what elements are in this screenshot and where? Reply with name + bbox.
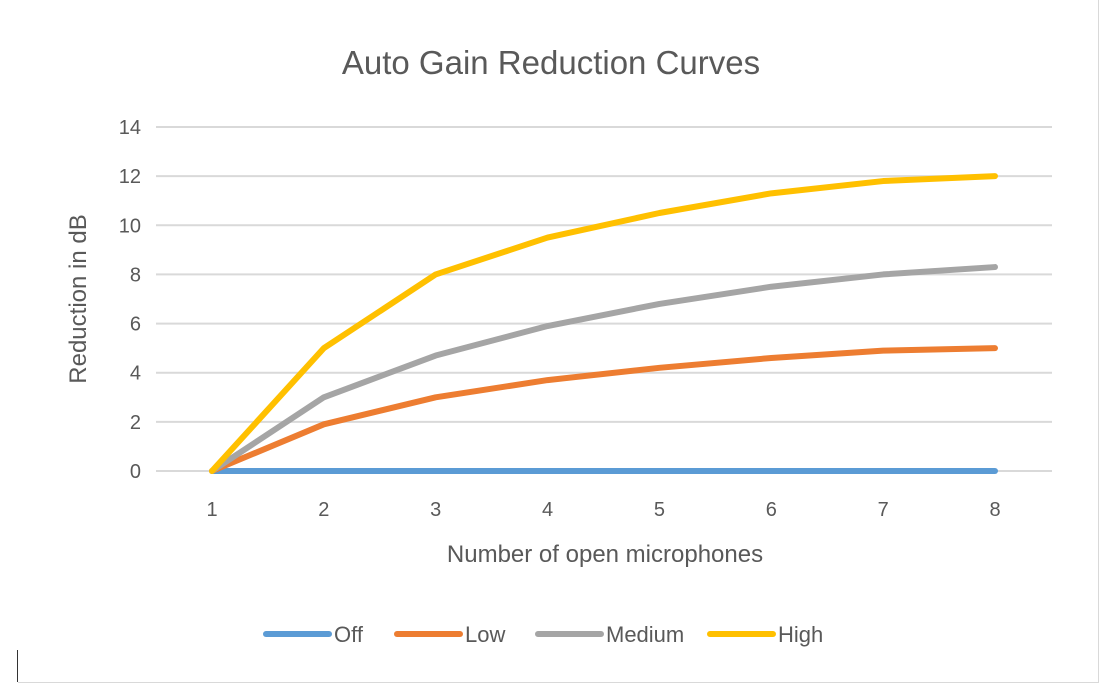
x-tick-label: 5 [654, 499, 665, 521]
series-line-low [209, 345, 998, 474]
x-tick-label: 6 [766, 499, 777, 521]
y-tick-label: 12 [119, 166, 141, 188]
x-tick-label: 8 [989, 499, 1000, 521]
border-mark [17, 650, 18, 682]
chart-title: Auto Gain Reduction Curves [342, 44, 760, 81]
chart-frame [18, 0, 1099, 683]
y-tick-label: 10 [119, 215, 141, 237]
series-line-high [209, 173, 998, 474]
y-tick-label: 0 [130, 461, 141, 483]
y-axis-label: Reduction in dB [65, 214, 92, 383]
y-tick-label: 6 [130, 314, 141, 336]
y-tick-label: 8 [130, 264, 141, 286]
legend-label-off: Off [334, 622, 364, 647]
x-tick-label: 3 [430, 499, 441, 521]
legend-label-medium: Medium [606, 622, 684, 647]
x-tick-label: 2 [318, 499, 329, 521]
x-axis-label: Number of open microphones [447, 541, 763, 568]
x-tick-label: 7 [878, 499, 889, 521]
x-tick-label: 1 [206, 499, 217, 521]
series-line-medium [209, 264, 998, 474]
legend-label-low: Low [465, 622, 505, 647]
y-tick-label: 2 [130, 412, 141, 434]
y-tick-label: 4 [130, 363, 141, 385]
y-tick-label: 14 [119, 117, 141, 139]
x-tick-label: 4 [542, 499, 553, 521]
legend-label-high: High [778, 622, 823, 647]
